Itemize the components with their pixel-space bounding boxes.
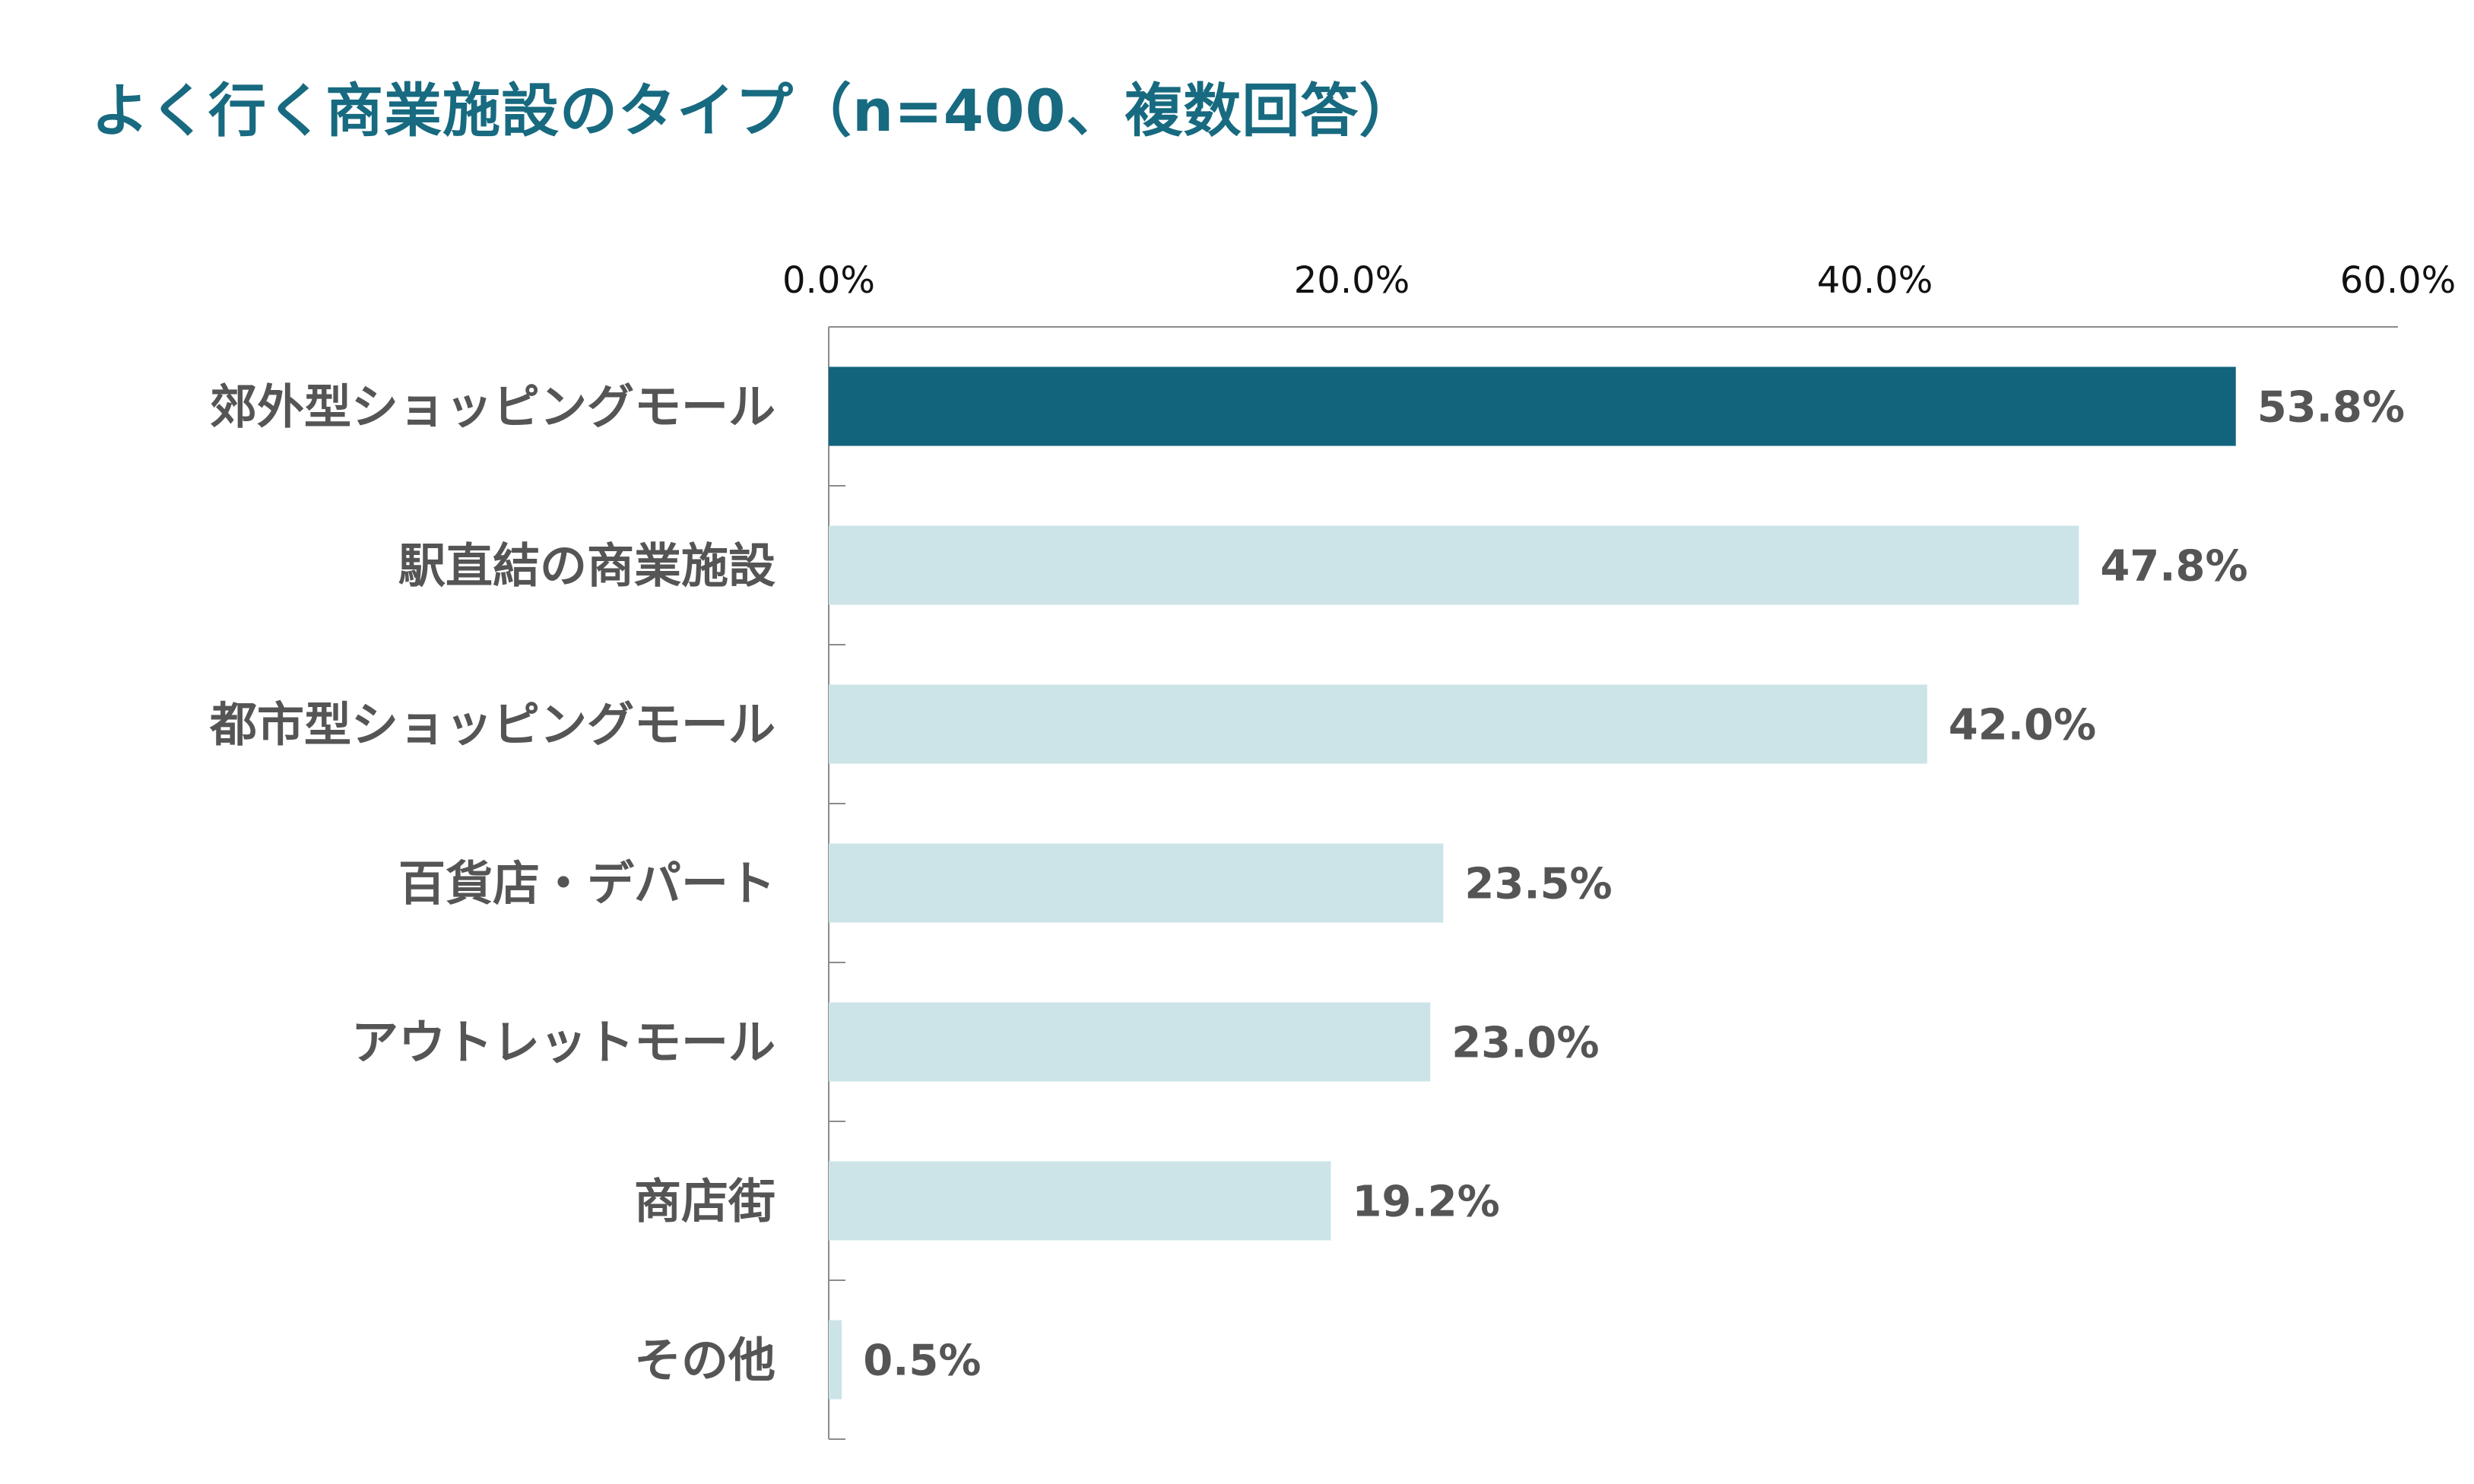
- category-label: 駅直結の商業施設: [398, 538, 776, 594]
- value-label: 53.8%: [2257, 383, 2405, 433]
- value-label: 47.8%: [2100, 542, 2247, 591]
- value-label: 42.0%: [1949, 701, 2096, 750]
- x-tick-label: 40.0%: [1817, 259, 1933, 302]
- category-label: アウトレットモール: [351, 1015, 776, 1070]
- chart-title: よく行く商業施設のタイプ（n=400、複数回答）: [91, 77, 1418, 144]
- category-label: 百貨店・デパート: [398, 856, 776, 912]
- x-tick-label: 60.0%: [2340, 259, 2456, 302]
- x-tick-label: 0.0%: [782, 259, 875, 302]
- bar: [829, 1320, 842, 1400]
- value-label: 19.2%: [1352, 1178, 1499, 1227]
- category-label: 郊外型ショッピングモール: [210, 379, 776, 435]
- bar: [829, 525, 2079, 605]
- bar: [829, 1002, 1431, 1082]
- value-label: 23.0%: [1451, 1019, 1599, 1068]
- value-label: 23.5%: [1464, 860, 1612, 909]
- value-label: 0.5%: [863, 1337, 981, 1386]
- category-label: その他: [634, 1333, 776, 1388]
- bar: [829, 684, 1927, 764]
- labels-layer: 0.0% 20.0% 40.0% 60.0% 郊外型ショッピングモール 53.8% 駅直結の…: [209, 259, 2456, 1388]
- category-label: 商店街: [634, 1174, 776, 1229]
- category-label: 都市型ショッピングモール: [209, 697, 776, 753]
- bars-layer: [829, 366, 2236, 1400]
- bar: [829, 1161, 1331, 1241]
- x-tick-label: 20.0%: [1294, 259, 1410, 302]
- bar: [829, 843, 1444, 923]
- bar: [829, 366, 2236, 446]
